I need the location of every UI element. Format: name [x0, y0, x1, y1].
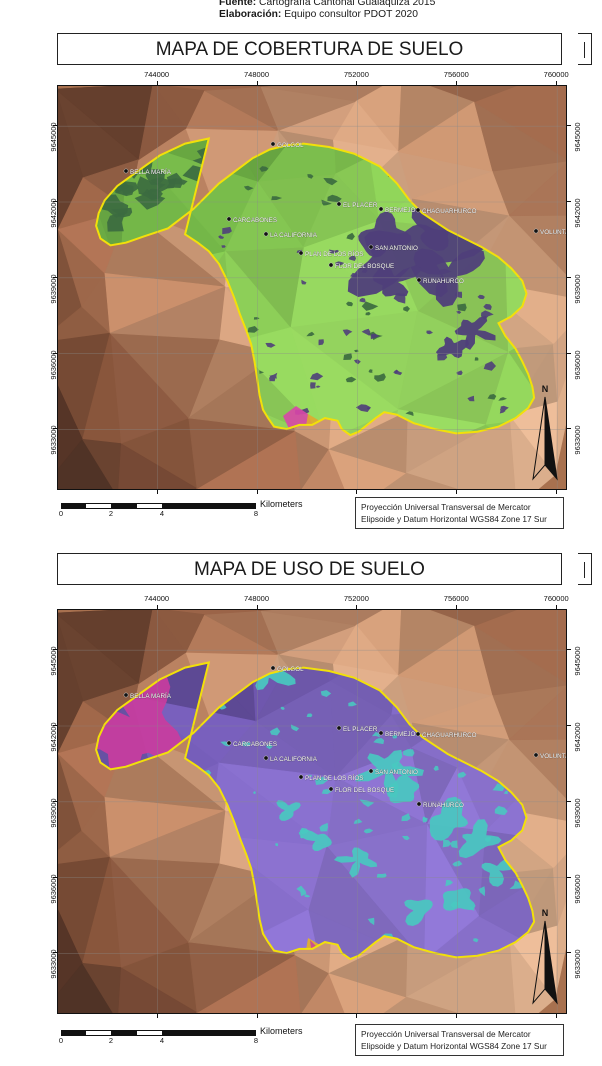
- svg-text:CARCABONES: CARCABONES: [233, 741, 277, 748]
- svg-text:LA CALIFORNIA: LA CALIFORNIA: [270, 232, 318, 239]
- svg-text:VOLUNTAD DE DIOS: VOLUNTAD DE DIOS: [540, 229, 567, 236]
- svg-text:GOLGOL: GOLGOL: [277, 666, 304, 673]
- svg-text:RUNAHURCO: RUNAHURCO: [423, 802, 464, 809]
- svg-text:CHAGUARHURCO: CHAGUARHURCO: [422, 208, 477, 215]
- svg-text:FLOR DEL BOSQUE: FLOR DEL BOSQUE: [335, 787, 394, 794]
- svg-text:VOLUNTAD DE DIOS: VOLUNTAD DE DIOS: [540, 753, 567, 760]
- svg-text:BELLA MARÍA: BELLA MARÍA: [130, 691, 172, 700]
- svg-text:BERMEJO: BERMEJO: [385, 731, 416, 738]
- svg-text:EL PLACER: EL PLACER: [343, 726, 378, 733]
- svg-text:SAN ANTONIO: SAN ANTONIO: [375, 769, 418, 776]
- svg-text:CARCABONES: CARCABONES: [233, 217, 277, 224]
- svg-text:CHAGUARHURCO: CHAGUARHURCO: [422, 732, 477, 739]
- svg-text:RUNAHURCO: RUNAHURCO: [423, 278, 464, 285]
- svg-text:SAN ANTONIO: SAN ANTONIO: [375, 245, 418, 252]
- svg-text:EL PLACER: EL PLACER: [343, 202, 378, 209]
- svg-text:N: N: [542, 384, 549, 394]
- svg-text:LA CALIFORNIA: LA CALIFORNIA: [270, 756, 318, 763]
- svg-text:PLAN DE LOS RÍOS: PLAN DE LOS RÍOS: [305, 249, 363, 258]
- svg-text:BERMEJO: BERMEJO: [385, 207, 416, 214]
- svg-text:GOLGOL: GOLGOL: [277, 142, 304, 149]
- svg-text:N: N: [542, 908, 549, 918]
- svg-text:BELLA MARÍA: BELLA MARÍA: [130, 167, 172, 176]
- svg-text:FLOR DEL BOSQUE: FLOR DEL BOSQUE: [335, 263, 394, 270]
- svg-text:PLAN DE LOS RÍOS: PLAN DE LOS RÍOS: [305, 773, 363, 782]
